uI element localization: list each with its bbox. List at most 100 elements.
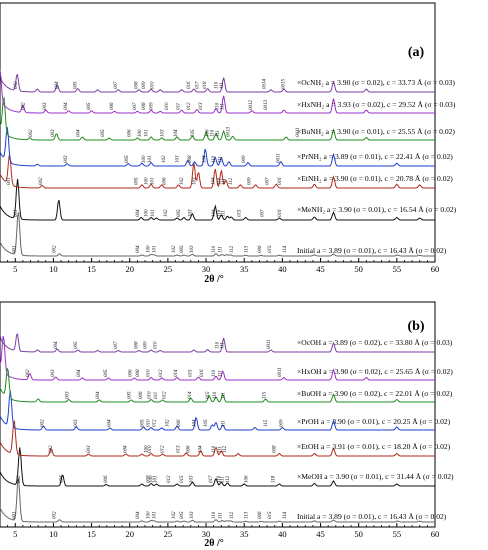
hkl-label: 111 xyxy=(221,210,226,217)
panel-a-frame xyxy=(0,2,436,263)
x-tick-label: 60 xyxy=(431,529,440,539)
hkl-label: 015 xyxy=(189,369,194,377)
panel-a-traces xyxy=(0,69,435,257)
trace-meoh xyxy=(0,447,435,487)
hkl-label: 016 xyxy=(187,81,192,89)
hkl-label: 101 xyxy=(150,178,155,186)
panel-b-traces xyxy=(0,333,435,523)
hkl-label: 017 xyxy=(195,81,200,89)
hkl-label: 001 xyxy=(7,178,12,186)
hkl-label: 010 xyxy=(148,445,153,453)
hkl-label: 111 xyxy=(218,156,223,163)
hkl-label: 006 xyxy=(258,245,263,253)
x-tick-label: 35 xyxy=(240,529,249,539)
x-tick-label: 40 xyxy=(278,264,287,274)
hkl-label: 110 xyxy=(215,81,220,89)
hkl-label: 004 xyxy=(54,341,59,349)
hkl-label: 110 xyxy=(217,475,222,483)
hkl-label: 100 xyxy=(144,445,149,453)
trace-label-bunh2: ×BuNH₂ a = 3.90 (σ = 0.01), c = 25.55 Å … xyxy=(297,127,455,136)
hkl-label: 006 xyxy=(186,445,191,453)
hkl-label: 004 xyxy=(136,245,141,253)
hkl-label: 002 xyxy=(17,475,22,483)
hkl-label: 111 xyxy=(220,82,225,89)
hkl-label: 010 xyxy=(147,369,152,377)
trace-label-etnh2: ×EtNH₂ a = 3.90 (σ = 0.01), c = 20.78 Å … xyxy=(297,174,453,183)
hkl-label: 002 xyxy=(39,177,44,185)
x-tick-label: 10 xyxy=(49,264,58,274)
x-tick-label: 45 xyxy=(316,529,325,539)
panel-a-x-ticks: 5 10 15 20 25 30 35 40 45 50 55 60 xyxy=(0,258,439,274)
x-tick-label: 55 xyxy=(393,529,402,539)
hkl-label: 005 xyxy=(180,511,185,519)
x-tick-label: 20 xyxy=(125,529,134,539)
panel-b-x-axis-title: 2θ /° xyxy=(204,538,224,549)
hkl-label: 002 xyxy=(49,445,54,453)
hkl-label: 016 xyxy=(278,209,283,217)
hkl-label: 015 xyxy=(268,511,273,519)
hkl-label: 100 xyxy=(144,177,149,185)
hkl-label: 010 xyxy=(147,419,152,427)
hkl-label: 111 xyxy=(218,246,223,253)
trace-label-initial: Initial a = 3.89 (σ = 0.01), c = 16.43 Å… xyxy=(297,512,447,521)
panel-a-x-axis-title: 2θ /° xyxy=(204,274,224,285)
x-tick-label: 55 xyxy=(393,264,402,274)
hkl-label: 007 xyxy=(266,177,271,185)
hkl-label: 017 xyxy=(209,475,214,483)
x-tick-label: 30 xyxy=(202,264,211,274)
hkl-label: 002 xyxy=(53,245,58,253)
hkl-label: 004 xyxy=(136,511,141,519)
trace-label-prnh2: ×PrNH₂ a = 3.89 (σ = 0.01), c = 22.41 Å … xyxy=(297,152,453,161)
hkl-label: 005 xyxy=(101,129,106,137)
hkl-label: 004 xyxy=(77,369,82,377)
x-tick-label: 60 xyxy=(431,264,440,274)
hkl-label: 111 xyxy=(222,178,227,185)
hkl-label: 008 xyxy=(136,369,141,377)
trace-etnh2 xyxy=(0,154,435,189)
hkl-label: 0011 xyxy=(296,127,301,137)
trace-prnh2 xyxy=(0,127,435,167)
hkl-label: 006 xyxy=(128,129,133,137)
hkl-label: 103 xyxy=(189,475,194,483)
hkl-label: 011 xyxy=(154,392,159,399)
hkl-label: 113 xyxy=(244,511,249,519)
hkl-label: 111 xyxy=(216,130,221,137)
hkl-label: 110 xyxy=(213,391,218,399)
hkl-label: 103 xyxy=(192,177,197,185)
hkl-label: 112 xyxy=(223,445,228,453)
hkl-label: 008 xyxy=(147,475,152,483)
hkl-label: 009 xyxy=(279,419,284,427)
hkl-label: 013 xyxy=(176,445,181,453)
hkl-label: 001 xyxy=(12,512,17,520)
hkl-label: 106 xyxy=(205,129,210,137)
hkl-label: 102 xyxy=(172,245,177,253)
trace-label-proh: ×PrOH a = 3.90 (σ = 0.01), c = 20.25 Å (… xyxy=(297,417,451,426)
x-tick-label: 30 xyxy=(202,529,211,539)
hkl-label: 014 xyxy=(174,369,179,377)
trace-label-buoh: ×BuOH a = 3.90 (σ = 0.02), c = 22.01 Å (… xyxy=(297,389,453,398)
hkl-label: 016 xyxy=(278,177,283,185)
hkl-label: 103 xyxy=(190,511,195,519)
hkl-label: 0014 xyxy=(263,79,268,90)
hkl-label: 005 xyxy=(125,155,130,163)
hkl-label: 104 xyxy=(202,155,207,163)
trace-label-initial: Initial a = 3.89 (σ = 0.01), c = 16.43 Å… xyxy=(297,246,447,255)
hkl-label: 003 xyxy=(51,129,56,137)
trace-label-menh2: ×MeNH₂ a = 3.90 (σ = 0.01), c = 16.54 Å … xyxy=(297,205,457,214)
hkl-label: 114 xyxy=(283,511,288,519)
hkl-label: 104 xyxy=(174,129,179,137)
hkl-label: 110 xyxy=(211,129,216,137)
hkl-label: 112 xyxy=(226,475,231,483)
hkl-label: 006 xyxy=(128,369,133,377)
hkl-label: 002 xyxy=(53,511,58,519)
hkl-label: 012 xyxy=(159,369,164,377)
hkl-label: 115 xyxy=(264,419,269,427)
hkl-label: 101 xyxy=(151,210,156,218)
hkl-label: 008 xyxy=(142,102,147,110)
hkl-label: 113 xyxy=(244,245,249,253)
hkl-label: 005 xyxy=(104,369,109,377)
hkl-label: 004 xyxy=(60,475,65,483)
hkl-label: 105 xyxy=(191,129,196,137)
hkl-label: 0011 xyxy=(276,153,281,163)
trace-proh xyxy=(0,390,435,431)
